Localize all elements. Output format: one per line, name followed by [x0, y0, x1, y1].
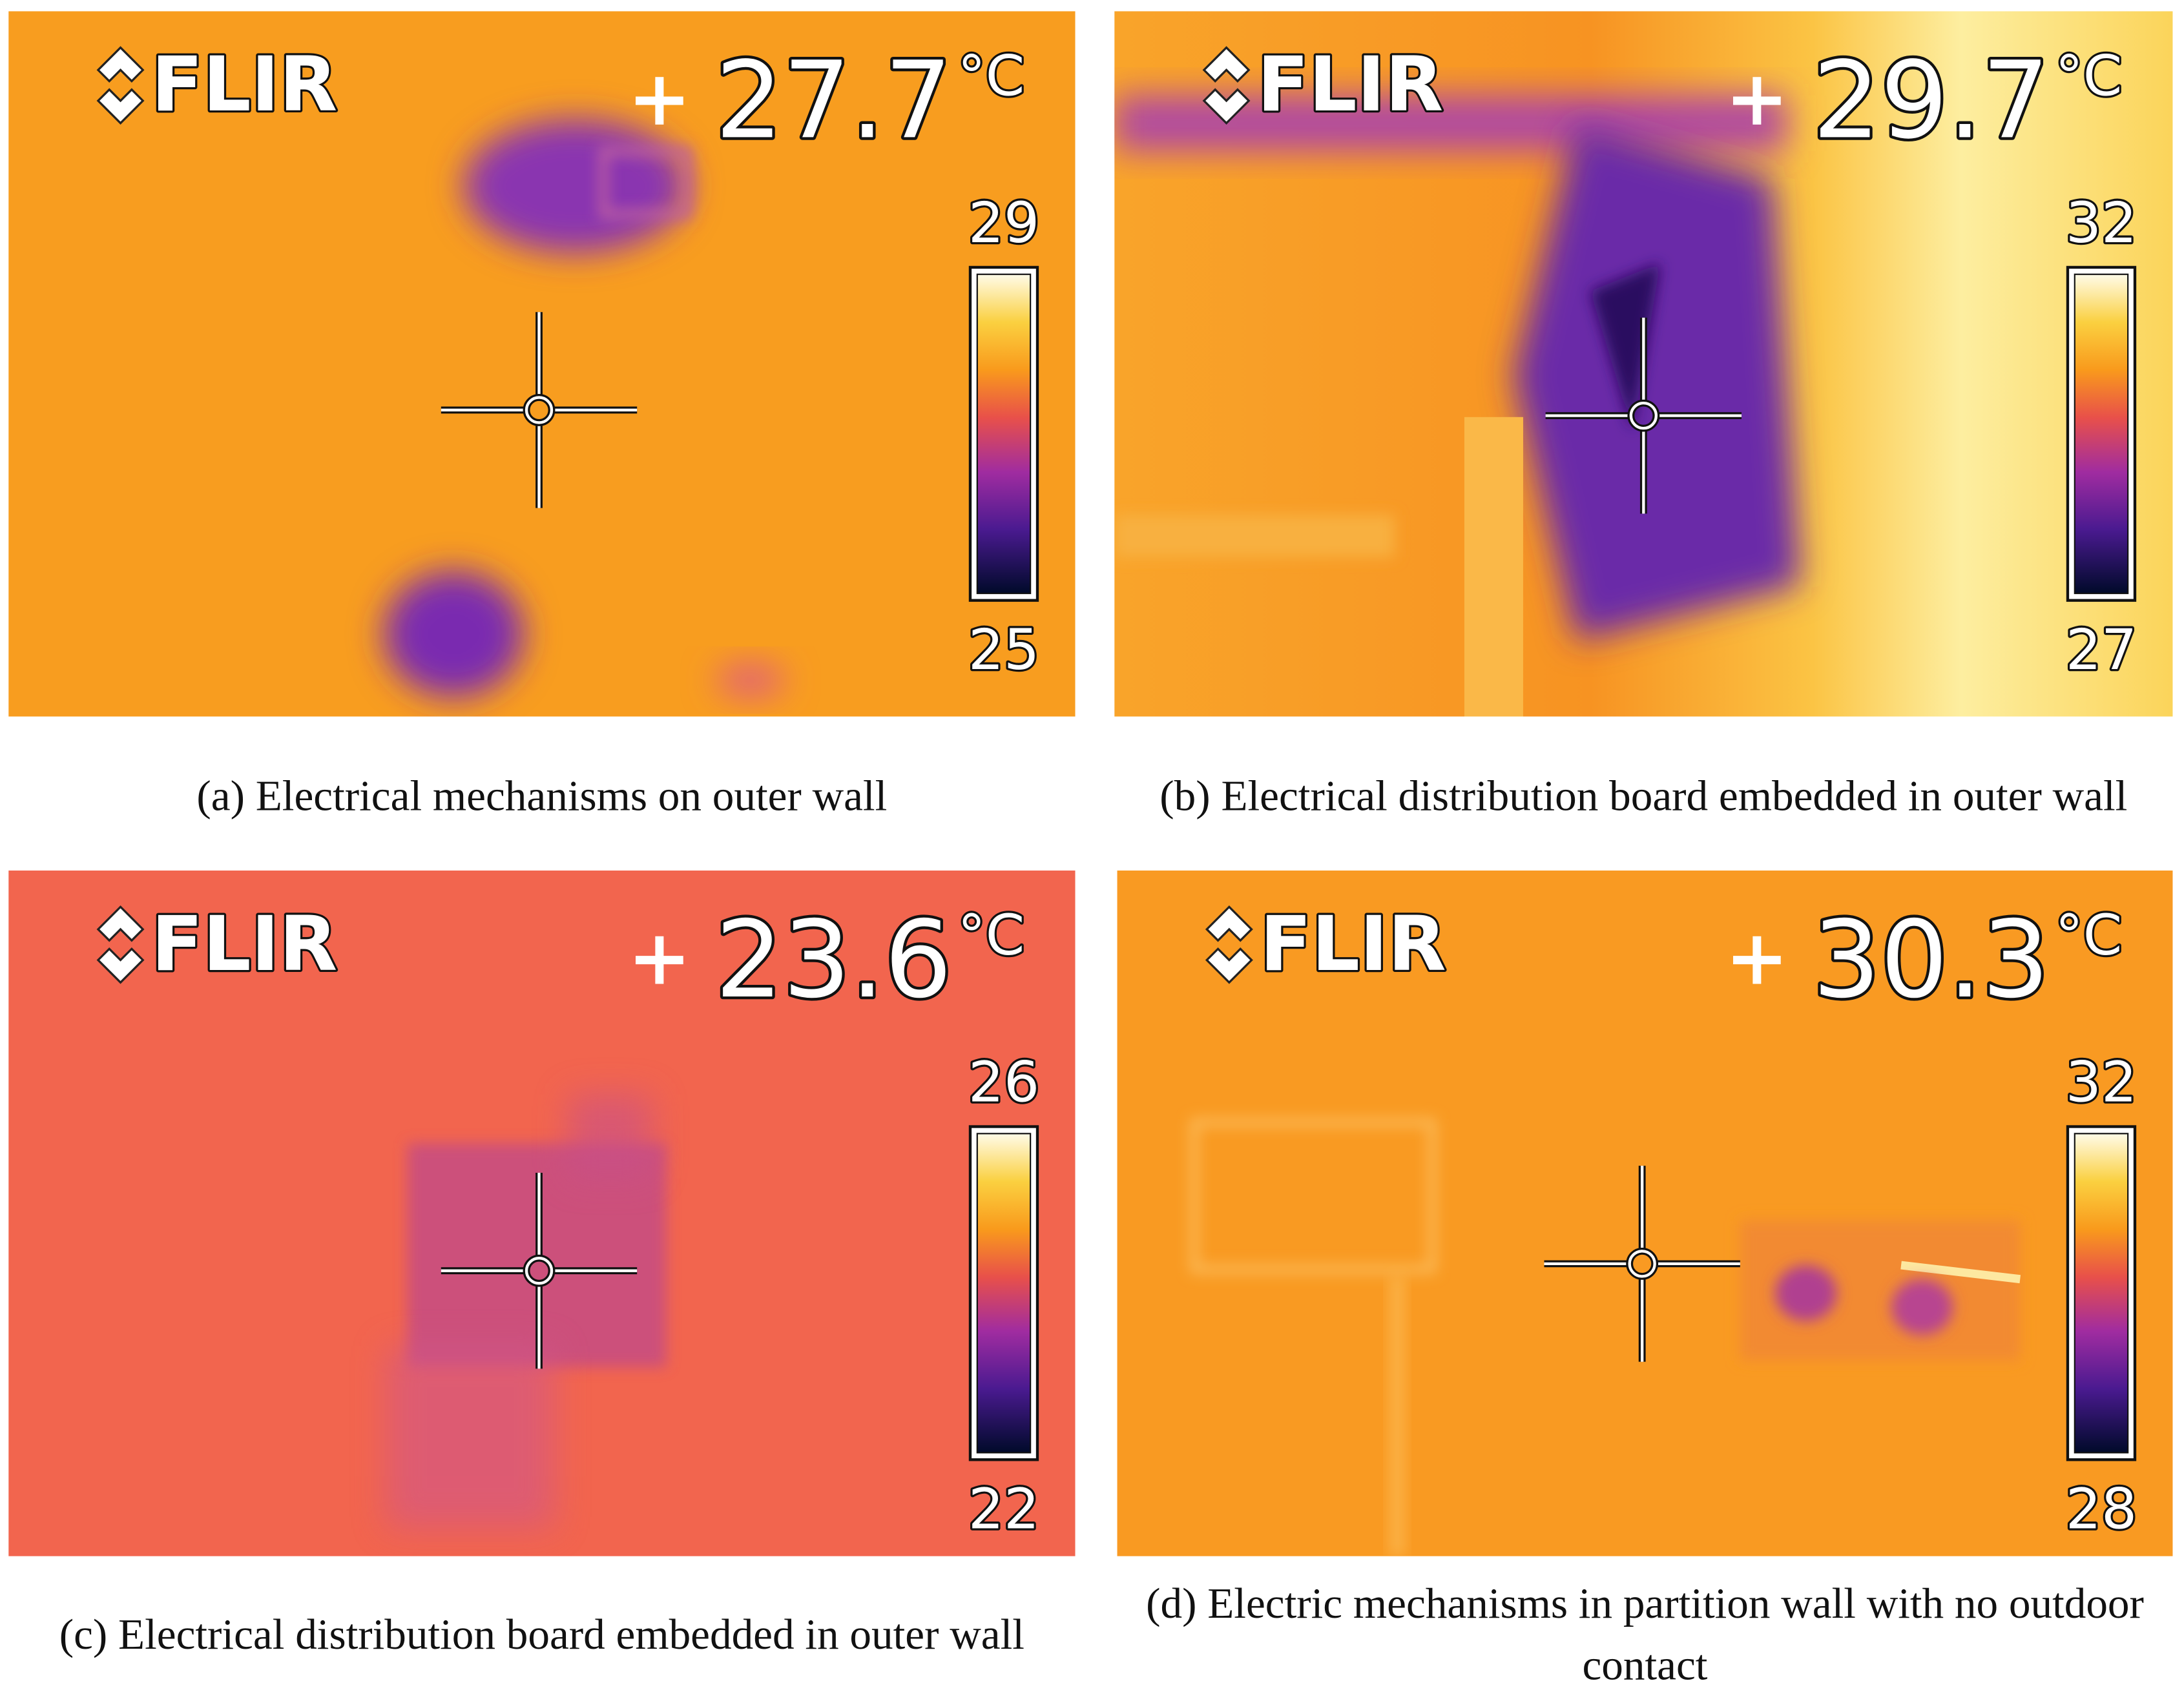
caption-body: Electrical mechanisms on outer wall — [255, 771, 888, 820]
color-scale-gradient — [2074, 273, 2129, 594]
logo-text: FLIR — [151, 40, 337, 129]
caption-text: (c) Electrical distribution board embedd… — [59, 1604, 1024, 1665]
crosshair — [1544, 1166, 1740, 1362]
scale-min: 27 — [2066, 618, 2137, 683]
crosshair — [1545, 317, 1742, 514]
color-scale-gradient — [976, 273, 1032, 594]
panel-label: (a) — [196, 771, 245, 820]
caption: (a) Electrical mechanisms on outer wall — [3, 730, 1081, 862]
temperature-reading: 27.7 — [715, 38, 952, 162]
caption-box: (c) Electrical distribution board embedd… — [3, 1573, 1081, 1692]
temperature-unit: °C — [957, 903, 1024, 968]
thermal-panel: FLIR 29.7 °C 32 27 — [1114, 11, 2173, 717]
scale-min: 22 — [968, 1477, 1039, 1542]
caption: (d) Electric mechanisms in partition wal… — [1106, 1573, 2184, 1692]
caption-box: (d) Electric mechanisms in partition wal… — [1106, 1573, 2184, 1692]
thermal-panel: FLIR 30.3 °C 32 28 — [1117, 870, 2173, 1556]
flir-logo: FLIR — [1202, 38, 1446, 130]
caption: (b) Electrical distribution board embedd… — [1105, 730, 2183, 862]
crosshair — [441, 312, 638, 508]
logo-text: FLIR — [1257, 40, 1443, 129]
temperature-unit: °C — [2055, 903, 2122, 968]
scale-max: 32 — [2066, 1050, 2137, 1115]
logo-text: FLIR — [1260, 900, 1446, 988]
logo-text: FLIR — [151, 900, 337, 988]
thermal-panel: FLIR 23.6 °C 26 22 — [8, 870, 1076, 1556]
scale-max: 26 — [968, 1050, 1039, 1115]
flir-logo: FLIR — [1205, 898, 1448, 990]
scale-max: 32 — [2066, 191, 2137, 256]
temperature-unit: °C — [2055, 44, 2122, 108]
caption-box: (b) Electrical distribution board embedd… — [1105, 730, 2183, 862]
caption-body: Electrical distribution board embedded i… — [118, 1609, 1024, 1658]
caption-text: (a) Electrical mechanisms on outer wall — [196, 765, 887, 827]
temperature-reading: 23.6 — [715, 898, 952, 1022]
caption-text: (d) Electric mechanisms in partition wal… — [1106, 1573, 2184, 1692]
color-scale-gradient — [976, 1133, 1032, 1454]
temperature-reading: 30.3 — [1813, 898, 2050, 1022]
caption-body: Electric mechanisms in partition wall wi… — [1207, 1578, 2144, 1689]
scale-min: 25 — [968, 618, 1039, 683]
panel-label: (d) — [1146, 1578, 1197, 1628]
caption-body: Electrical distribution board embedded i… — [1221, 771, 2128, 820]
color-scale-gradient — [2074, 1133, 2129, 1454]
scale-min: 28 — [2066, 1477, 2137, 1542]
caption-box: (a) Electrical mechanisms on outer wall — [3, 730, 1081, 862]
temperature-unit: °C — [957, 44, 1024, 108]
scale-max: 29 — [968, 191, 1039, 256]
panel-label: (c) — [59, 1609, 108, 1658]
temperature-reading: 29.7 — [1813, 38, 2050, 162]
flir-logo: FLIR — [96, 898, 340, 990]
crosshair — [441, 1173, 638, 1369]
panel-label: (b) — [1160, 771, 1211, 820]
flir-logo: FLIR — [96, 38, 340, 130]
caption: (c) Electrical distribution board embedd… — [3, 1573, 1081, 1692]
caption-text: (b) Electrical distribution board embedd… — [1160, 765, 2127, 827]
thermal-panel: FLIR 27.7 °C 29 25 — [8, 11, 1076, 717]
